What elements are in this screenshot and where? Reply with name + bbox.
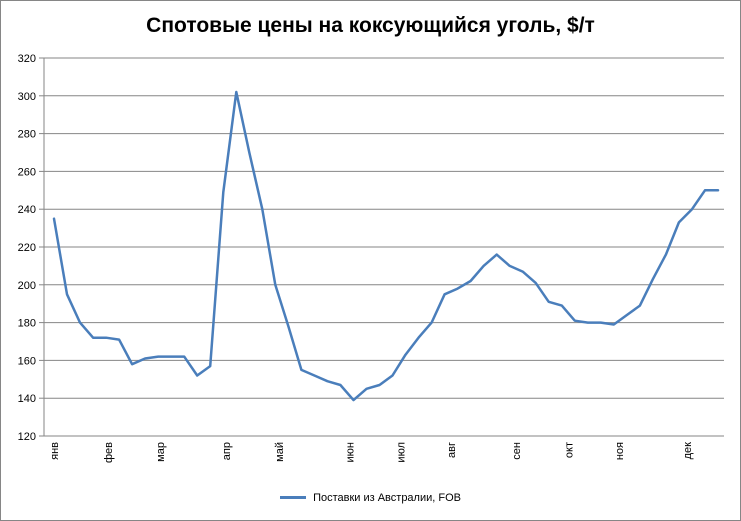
x-tick-label: июн: [345, 442, 357, 462]
y-tick-label: 240: [18, 204, 36, 216]
series-line: [52, 90, 720, 402]
x-axis-ticks: янв фев мар апр май июн июл авг сен окт ноя дек: [49, 442, 694, 463]
x-tick-label: мар: [155, 442, 167, 462]
y-tick-label: 300: [18, 91, 36, 103]
legend-label: Поставки из Австралии, FOB: [313, 492, 461, 504]
y-tick-label: 120: [18, 431, 36, 443]
x-tick-label: дек: [682, 442, 694, 460]
y-tick-label: 320: [18, 53, 36, 65]
y-tick-label: 140: [18, 393, 36, 405]
y-tick-label: 160: [18, 355, 36, 367]
y-tick-label: 260: [18, 166, 36, 178]
y-axis-ticks: 120 140 160 180 200 220 240 260 280 300 320: [18, 53, 44, 443]
x-tick-label: ноя: [614, 442, 626, 460]
gridlines: [43, 57, 724, 437]
y-tick-label: 280: [18, 129, 36, 141]
x-tick-label: фев: [103, 442, 115, 463]
x-tick-label: апр: [221, 442, 233, 460]
x-tick-label: июл: [395, 442, 407, 463]
x-tick-label: сен: [511, 442, 523, 460]
x-tick-label: янв: [49, 442, 61, 460]
x-tick-label: окт: [563, 442, 575, 458]
x-tick-label: май: [274, 442, 286, 462]
legend-swatch: [280, 495, 306, 499]
chart-title: Спотовые цены на коксующийся уголь, $/т: [146, 14, 595, 37]
y-tick-label: 220: [18, 242, 36, 254]
y-tick-label: 200: [18, 280, 36, 292]
y-tick-label: 180: [18, 318, 36, 330]
x-tick-label: авг: [446, 442, 458, 458]
legend: Поставки из Австралии, FOB: [0, 492, 741, 504]
series-lines: [52, 90, 720, 402]
